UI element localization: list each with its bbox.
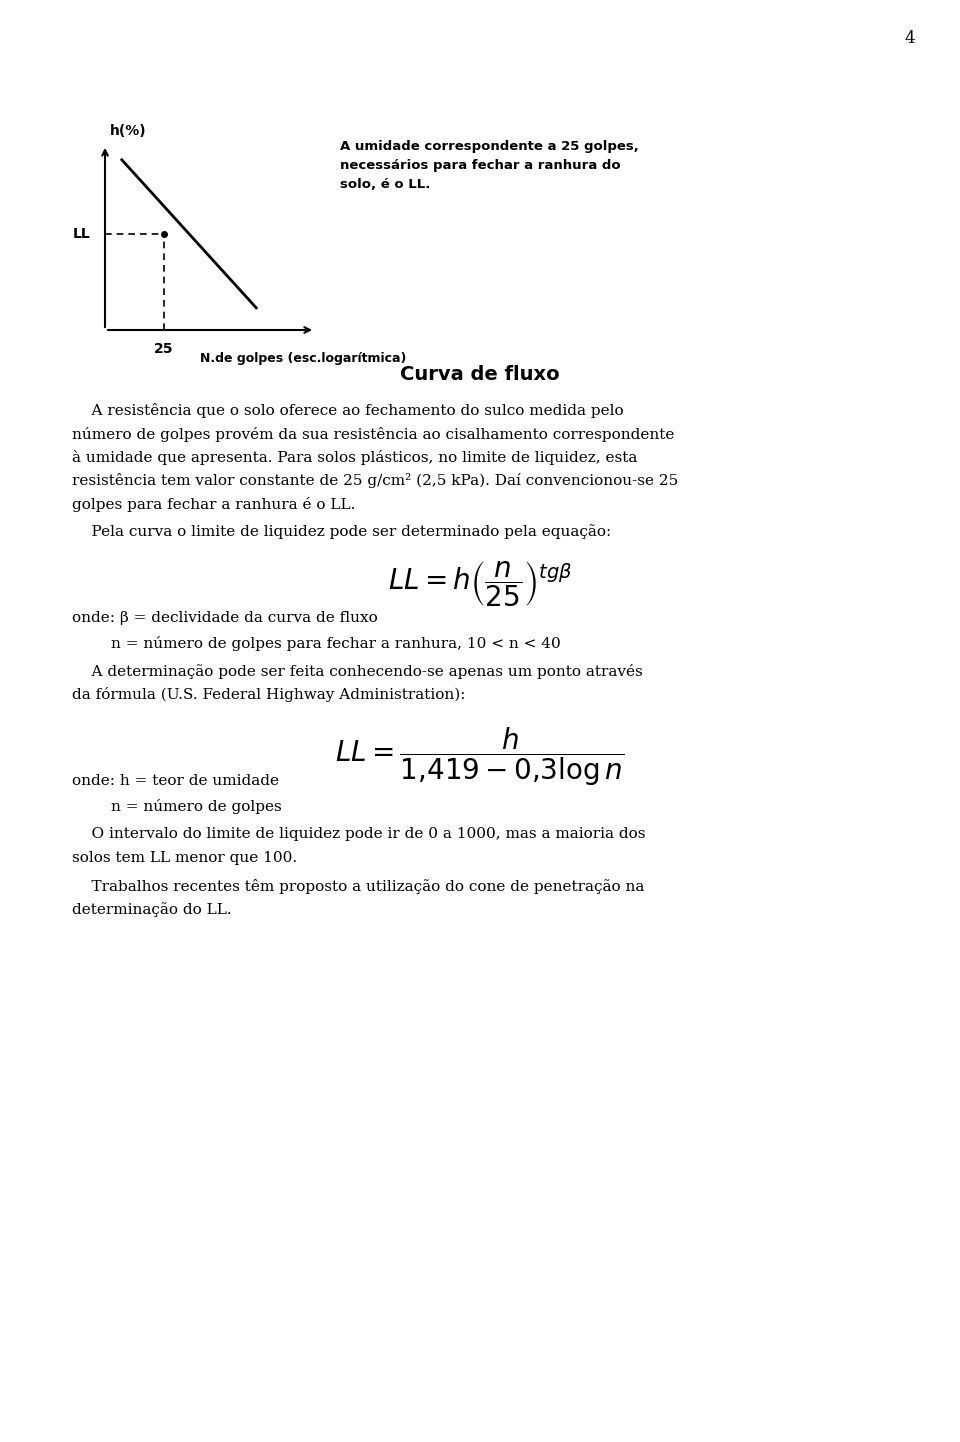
- Text: resistência tem valor constante de 25 g/cm² (2,5 kPa). Daí convencionou-se 25: resistência tem valor constante de 25 g/…: [72, 473, 679, 489]
- Text: O intervalo do limite de liquidez pode ir de 0 a 1000, mas a maioria dos: O intervalo do limite de liquidez pode i…: [72, 828, 645, 841]
- Text: N.de golpes (esc.logarítmica): N.de golpes (esc.logarítmica): [200, 352, 406, 365]
- Text: da fórmula (U.S. Federal Highway Administration):: da fórmula (U.S. Federal Highway Adminis…: [72, 688, 466, 702]
- Text: A resistência que o solo oferece ao fechamento do sulco medida pelo: A resistência que o solo oferece ao fech…: [72, 402, 624, 418]
- Text: onde: h = teor de umidade: onde: h = teor de umidade: [72, 774, 279, 789]
- Text: Trabalhos recentes têm proposto a utilização do cone de penetração na: Trabalhos recentes têm proposto a utiliz…: [72, 878, 644, 894]
- Text: solos tem LL menor que 100.: solos tem LL menor que 100.: [72, 851, 298, 865]
- Text: à umidade que apresenta. Para solos plásticos, no limite de liquidez, esta: à umidade que apresenta. Para solos plás…: [72, 450, 637, 464]
- Text: 25: 25: [154, 342, 174, 356]
- Text: Pela curva o limite de liquidez pode ser determinado pela equação:: Pela curva o limite de liquidez pode ser…: [72, 523, 612, 539]
- Text: 4: 4: [904, 30, 915, 48]
- Text: A determinação pode ser feita conhecendo-se apenas um ponto através: A determinação pode ser feita conhecendo…: [72, 663, 643, 679]
- Text: LL: LL: [72, 226, 90, 241]
- Text: n = número de golpes: n = número de golpes: [72, 799, 281, 813]
- Text: Curva de fluxo: Curva de fluxo: [400, 365, 560, 384]
- Text: $LL = h\left(\dfrac{n}{25}\right)^{tg\beta}$: $LL = h\left(\dfrac{n}{25}\right)^{tg\be…: [388, 559, 572, 609]
- Text: $LL = \dfrac{h}{1{,}419 - 0{,}3\log n}$: $LL = \dfrac{h}{1{,}419 - 0{,}3\log n}$: [335, 725, 625, 787]
- Text: número de golpes provém da sua resistência ao cisalhamento correspondente: número de golpes provém da sua resistênc…: [72, 427, 674, 441]
- Text: h(%): h(%): [110, 124, 147, 138]
- Text: n = número de golpes para fechar a ranhura, 10 < n < 40: n = número de golpes para fechar a ranhu…: [72, 636, 561, 650]
- Text: golpes para fechar a ranhura é o LL.: golpes para fechar a ranhura é o LL.: [72, 497, 355, 512]
- Text: determinação do LL.: determinação do LL.: [72, 903, 231, 917]
- Text: A umidade correspondente a 25 golpes,
necessários para fechar a ranhura do
solo,: A umidade correspondente a 25 golpes, ne…: [340, 140, 638, 190]
- Text: onde: β = declividade da curva de fluxo: onde: β = declividade da curva de fluxo: [72, 611, 377, 624]
